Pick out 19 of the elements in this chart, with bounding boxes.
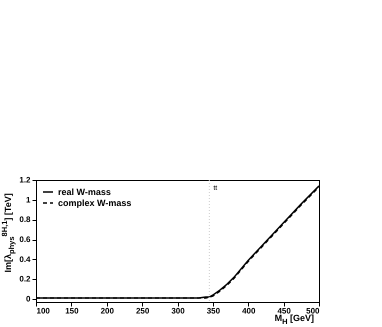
y-tick-label: 1.2 — [19, 176, 32, 184]
y-tick-label: 0 — [26, 294, 32, 304]
y-tick-label: 0.6 — [19, 235, 32, 244]
x-tick-label: 200 — [100, 306, 114, 316]
x-tick-label: 300 — [171, 306, 186, 316]
x-tick-label: 450 — [277, 306, 292, 316]
y-tick-label: 0.2 — [19, 274, 32, 284]
x-tick-label: 350 — [206, 306, 221, 316]
x-tick-label: 500 — [306, 306, 320, 316]
y-tick-label: 1 — [26, 195, 32, 204]
x-tick-label: 100 — [36, 306, 50, 316]
x-tick-label: 150 — [65, 306, 80, 316]
legend-label: real W-mass — [58, 187, 111, 197]
x-tick-label: 250 — [136, 306, 150, 316]
y-tick-label: 0.4 — [19, 254, 32, 264]
y-tick-label: 0.8 — [19, 215, 32, 224]
legend-label: complex W-mass — [58, 198, 132, 208]
x-tick-label: 400 — [242, 306, 256, 316]
x-axis-title: M$_{H}$ [GeV] — [274, 313, 314, 326]
